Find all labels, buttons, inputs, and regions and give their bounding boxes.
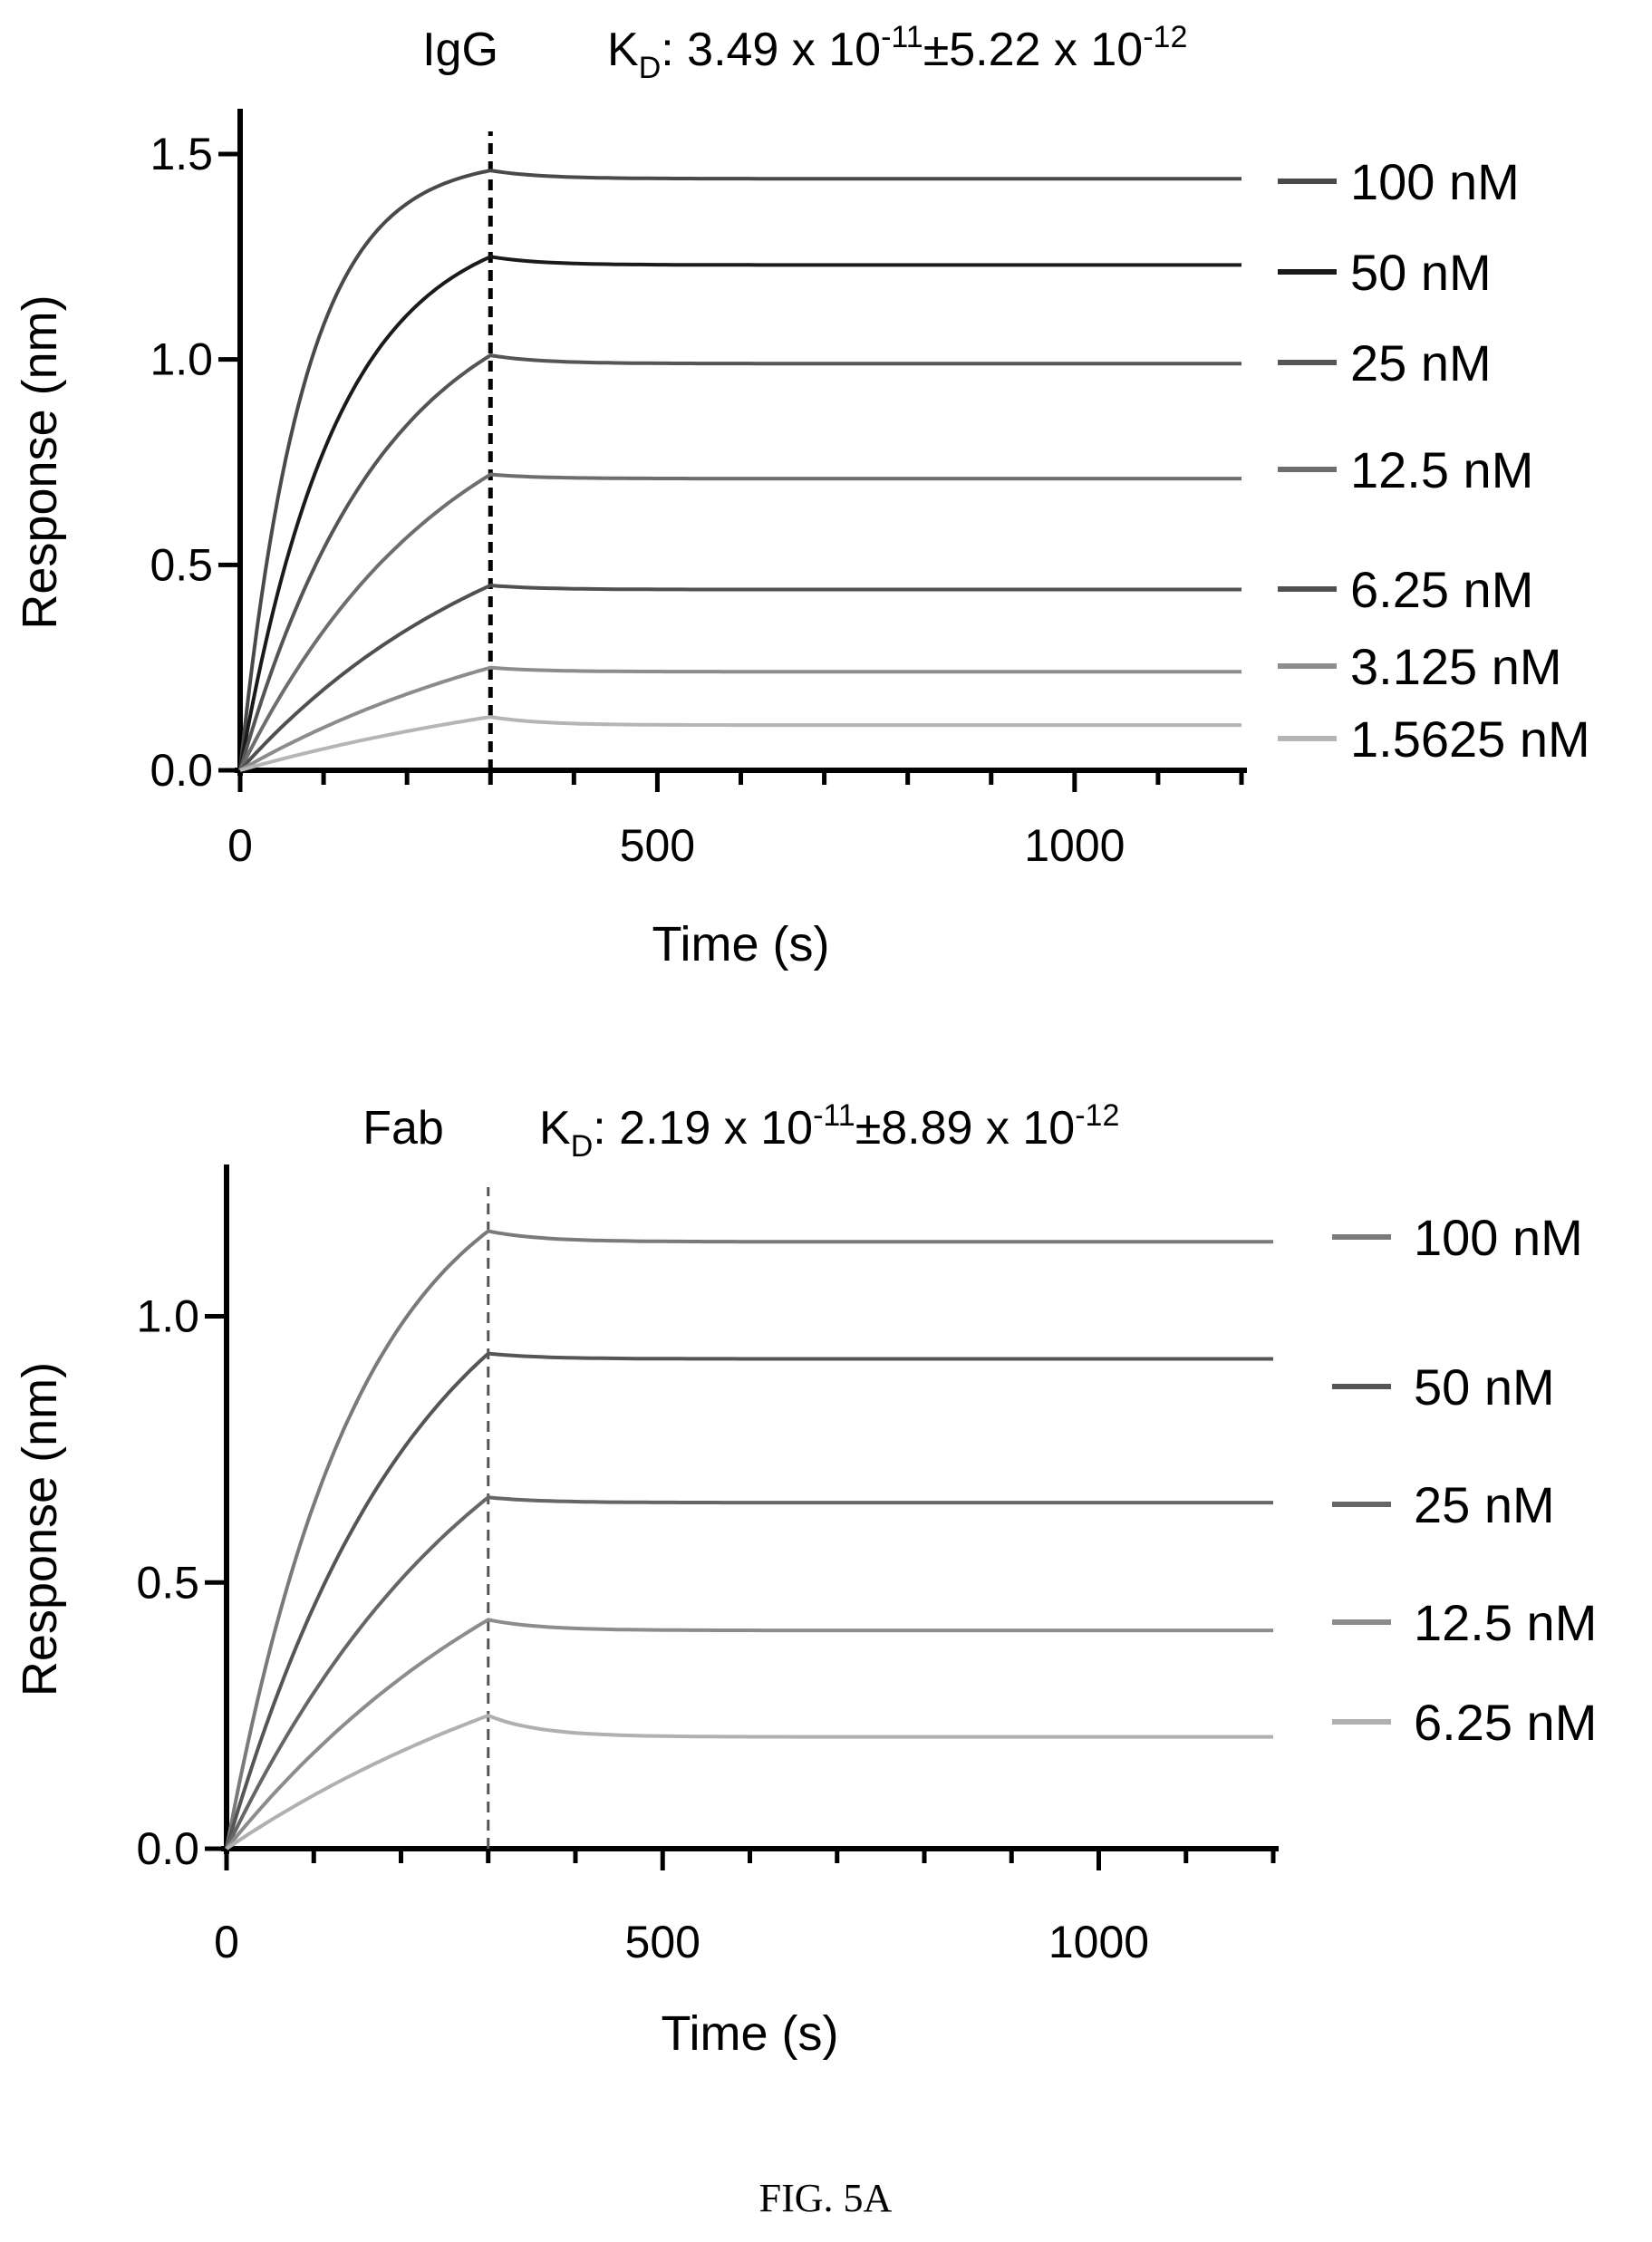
legend-label: 100 nM bbox=[1350, 153, 1520, 210]
series-line bbox=[225, 1351, 1273, 1850]
legend-label: 3.125 nM bbox=[1350, 638, 1562, 695]
y-tick-label: 0.0 bbox=[150, 745, 213, 796]
series-line bbox=[238, 169, 1241, 771]
legend-label: 6.25 nM bbox=[1350, 561, 1533, 618]
y-axis-label: Response (nm) bbox=[13, 295, 67, 629]
series-line bbox=[225, 1618, 1273, 1851]
y-tick-label: 1.0 bbox=[150, 334, 213, 385]
x-tick-label: 0 bbox=[214, 1917, 239, 1967]
series-line bbox=[238, 472, 1241, 771]
legend-label: 100 nM bbox=[1414, 1209, 1583, 1266]
kd-annotation: KD: 3.49 x 10-11±5.22 x 10-12 bbox=[607, 20, 1187, 85]
chart-title: IgG bbox=[422, 24, 498, 76]
legend-label: 1.5625 nM bbox=[1350, 710, 1590, 768]
legend-label: 50 nM bbox=[1350, 244, 1492, 301]
kd-annotation: KD: 2.19 x 10-11±8.89 x 10-12 bbox=[539, 1098, 1119, 1164]
series-line bbox=[239, 715, 1241, 772]
series-line bbox=[238, 255, 1241, 771]
series-line bbox=[225, 1495, 1273, 1850]
series-line bbox=[225, 1713, 1273, 1851]
x-tick-label: 1000 bbox=[1048, 1917, 1149, 1967]
chart-title: Fab bbox=[362, 1102, 444, 1155]
series-line bbox=[239, 665, 1241, 772]
igg-binding-chart: IgG KD: 3.49 x 10-11±5.22 x 10-12 0.0 0.5 1.… bbox=[13, 20, 1590, 971]
legend-label: 25 nM bbox=[1350, 334, 1492, 391]
y-tick-label: 0.0 bbox=[136, 1823, 199, 1874]
legend-label: 25 nM bbox=[1414, 1476, 1555, 1533]
series-line bbox=[225, 1229, 1273, 1850]
x-axis-label: Time (s) bbox=[652, 917, 830, 971]
x-tick-label: 0 bbox=[227, 820, 253, 871]
fab-binding-chart: Fab KD: 2.19 x 10-11±8.89 x 10-12 0.0 0.5 1.… bbox=[13, 1098, 1597, 2061]
legend-label: 12.5 nM bbox=[1414, 1594, 1597, 1651]
series-line bbox=[238, 583, 1241, 772]
y-axis-label: Response (nm) bbox=[13, 1362, 67, 1696]
y-tick-label: 0.5 bbox=[136, 1557, 199, 1608]
x-axis-label: Time (s) bbox=[662, 2006, 839, 2061]
x-tick-label: 500 bbox=[620, 820, 695, 871]
legend-label: 12.5 nM bbox=[1350, 441, 1533, 498]
legend-label: 50 nM bbox=[1414, 1358, 1555, 1416]
y-tick-label: 1.0 bbox=[136, 1291, 199, 1342]
legend-label: 6.25 nM bbox=[1414, 1694, 1597, 1751]
x-tick-label: 1000 bbox=[1024, 820, 1125, 871]
y-tick-label: 0.5 bbox=[150, 539, 213, 590]
series-line bbox=[238, 353, 1241, 771]
figure-caption: FIG. 5A bbox=[759, 2176, 893, 2220]
x-tick-label: 500 bbox=[625, 1917, 700, 1967]
y-tick-label: 1.5 bbox=[150, 129, 213, 179]
